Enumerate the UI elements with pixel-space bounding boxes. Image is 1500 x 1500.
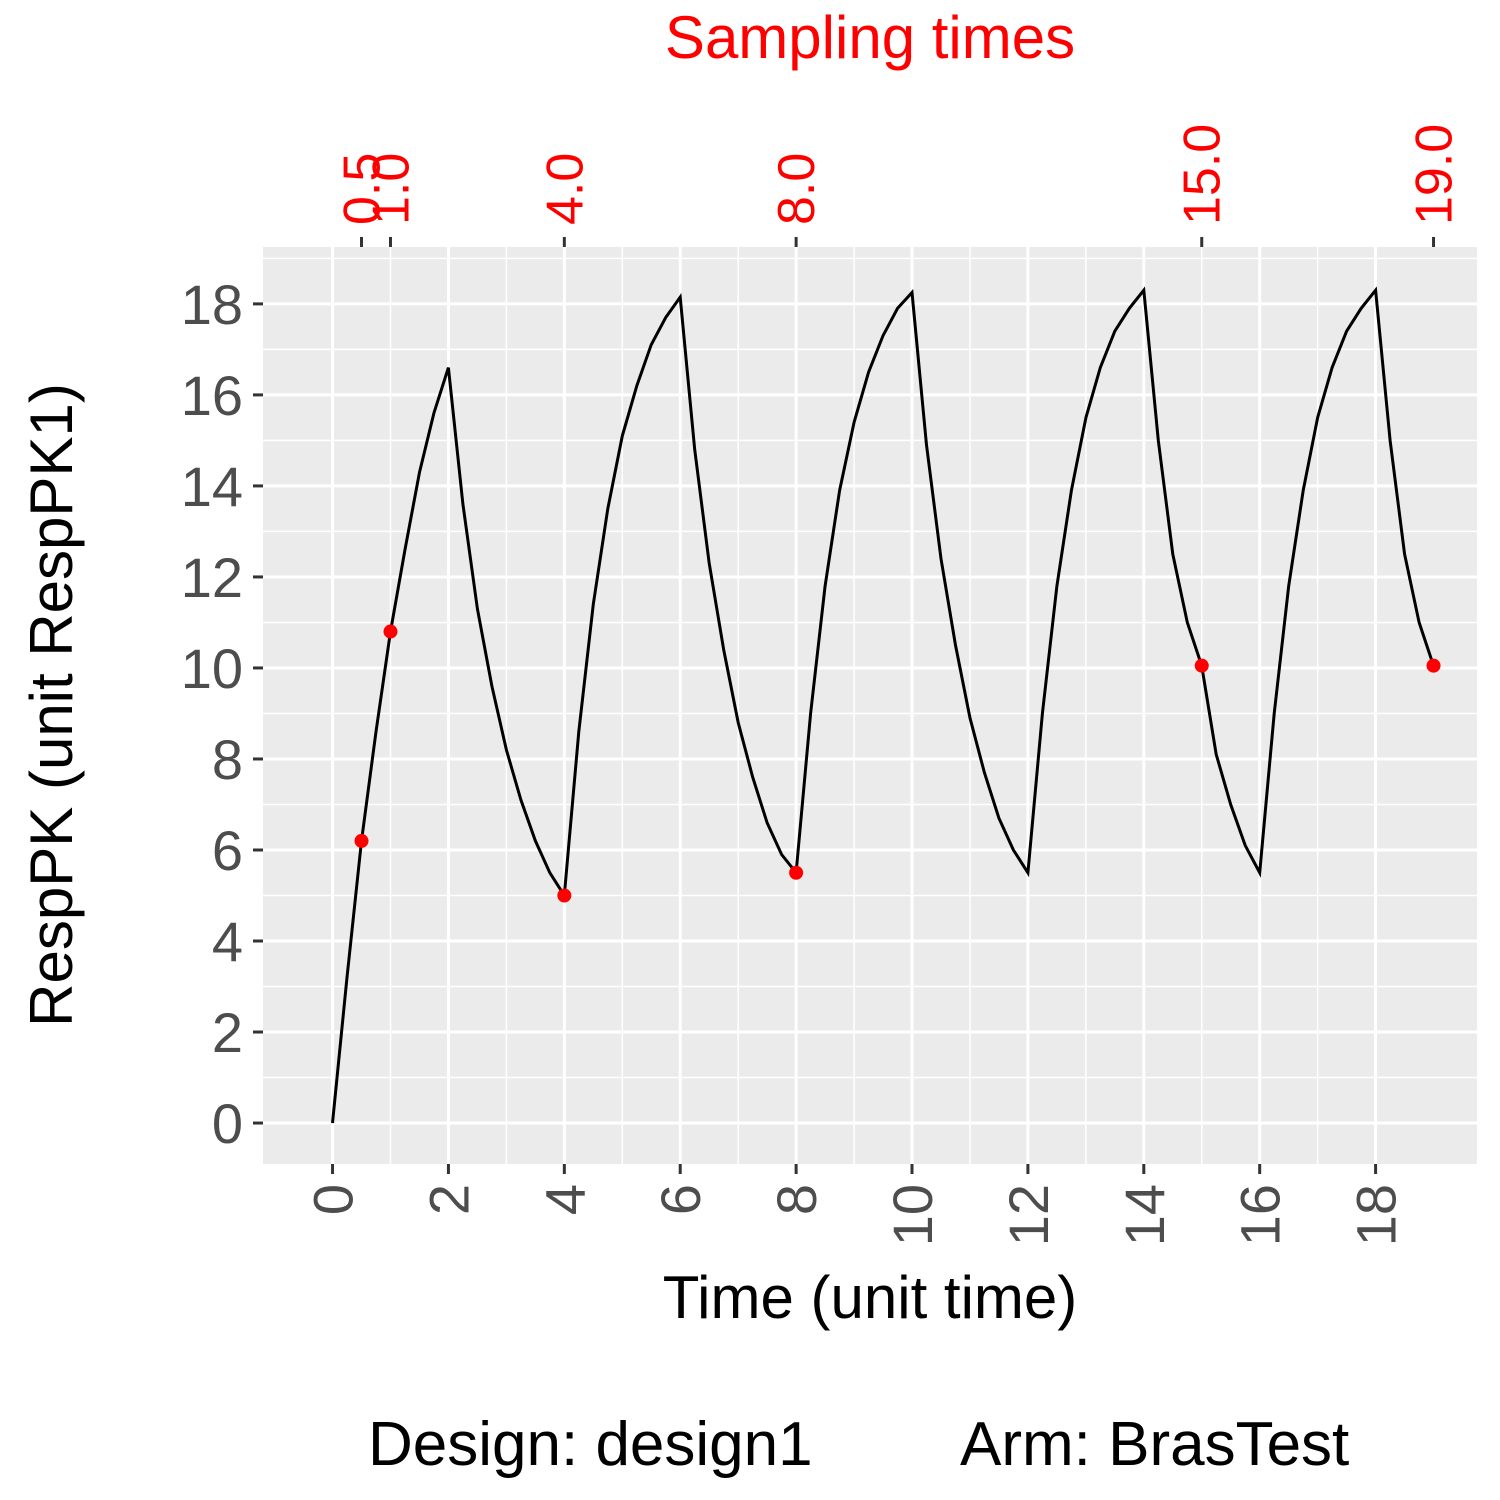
sampling-tick-label: 8.0 xyxy=(768,153,826,225)
sampling-tick-label: 4.0 xyxy=(536,153,594,225)
x-tick-label: 16 xyxy=(1229,1184,1292,1246)
x-tick-label: 12 xyxy=(997,1184,1060,1246)
sampling-point xyxy=(557,888,572,903)
y-tick-label: 4 xyxy=(212,910,243,973)
sampling-tick-label: 15.0 xyxy=(1174,124,1232,225)
sampling-times-title: Sampling times xyxy=(665,4,1075,71)
y-axis-ticks: 0 2 4 6 8 10 12 14 16 18 xyxy=(181,273,263,1155)
response-curve xyxy=(331,286,1435,1124)
y-tick-label: 0 xyxy=(212,1092,243,1155)
sampling-tick-label: 19.0 xyxy=(1406,124,1464,225)
y-tick-label: 8 xyxy=(212,728,243,791)
y-tick-label: 10 xyxy=(181,637,243,700)
plot-panel xyxy=(263,247,1477,1164)
x-tick-label: 14 xyxy=(1113,1184,1176,1246)
minor-gridlines xyxy=(263,247,1477,1164)
x-tick-label: 18 xyxy=(1345,1184,1408,1246)
major-gridlines xyxy=(263,247,1477,1164)
y-axis-title: RespPK (unit RespPK1) xyxy=(18,383,85,1027)
sampling-tick-label: 0.5 xyxy=(334,153,392,225)
x-tick-label: 6 xyxy=(649,1184,712,1215)
arm-label: Arm: BrasTest xyxy=(960,1410,1349,1479)
x-tick-label: 2 xyxy=(417,1184,480,1215)
y-tick-label: 16 xyxy=(181,364,243,427)
y-tick-label: 6 xyxy=(212,819,243,882)
y-tick-label: 2 xyxy=(212,1001,243,1064)
design-label: Design: design1 xyxy=(368,1410,813,1479)
sampling-point xyxy=(383,624,398,639)
x-axis-title: Time (unit time) xyxy=(663,1264,1078,1331)
sampling-point xyxy=(354,833,369,848)
y-tick-label: 14 xyxy=(181,455,243,518)
x-tick-label: 0 xyxy=(302,1184,365,1215)
sampling-point xyxy=(1426,658,1441,673)
x-axis-ticks: 0 2 4 6 8 10 12 14 16 18 xyxy=(302,1164,1408,1246)
x-tick-label: 10 xyxy=(881,1184,944,1246)
sampling-points xyxy=(354,624,1441,903)
sampling-point xyxy=(1194,658,1209,673)
x-tick-label: 4 xyxy=(533,1184,596,1215)
y-tick-label: 18 xyxy=(181,273,243,336)
x-tick-label: 8 xyxy=(765,1184,828,1215)
sampling-point xyxy=(789,865,804,880)
sampling-tick-label: 1.0 xyxy=(362,153,420,225)
y-tick-label: 12 xyxy=(181,546,243,609)
sampling-times-axis: 0.51.0 4.0 8.0 15.0 19.0 xyxy=(334,124,1464,247)
